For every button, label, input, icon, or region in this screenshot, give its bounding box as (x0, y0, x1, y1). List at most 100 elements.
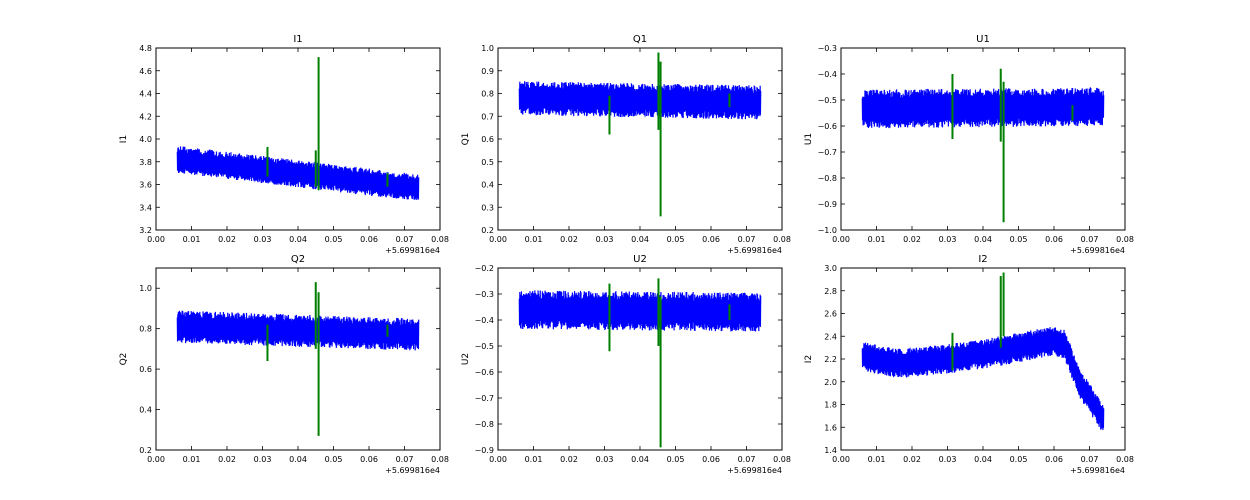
y-tick-label: −0.8 (475, 420, 494, 429)
y-tick-label: 2.6 (824, 310, 837, 319)
y-tick-label: −0.8 (818, 174, 837, 183)
x-offset-label: +5.699816e4 (1070, 246, 1125, 255)
y-tick-label: 0.4 (139, 406, 152, 415)
x-tick-label: 0.08 (773, 235, 791, 244)
x-tick-label: 0.07 (396, 455, 414, 464)
x-tick-label: 0.03 (254, 235, 272, 244)
x-tick-label: 0.02 (903, 235, 921, 244)
y-tick-label: 0.9 (481, 67, 494, 76)
y-axis-label: I2 (804, 355, 814, 363)
x-tick-label: 0.01 (183, 455, 201, 464)
x-tick-label: 0.07 (738, 455, 756, 464)
subplot-title: U2 (633, 254, 647, 265)
y-tick-label: 0.2 (139, 446, 152, 455)
y-tick-label: 3.4 (139, 203, 152, 212)
y-tick-label: 0.6 (481, 135, 494, 144)
subplot-I1: 0.00 0.01 0.02 0.03 0.04 0.05 0.06 0.07 0.08 3.2 3… (119, 34, 449, 255)
x-offset-label: +5.699816e4 (385, 466, 440, 475)
y-tick-label: 0.5 (481, 158, 494, 167)
x-tick-label: 0.06 (702, 235, 720, 244)
x-offset-label: +5.699816e4 (727, 246, 782, 255)
x-tick-label: 0.01 (868, 455, 886, 464)
axes-frame (155, 267, 441, 451)
subplot-Q2: 0.00 0.01 0.02 0.03 0.04 0.05 0.06 0.07 0.08 0.2 0… (119, 254, 449, 475)
y-tick-label: 1.0 (481, 44, 494, 53)
y-tick-label: 3.6 (139, 181, 152, 190)
y-tick-label: 0.8 (481, 90, 494, 99)
x-tick-label: 0.01 (525, 235, 543, 244)
y-tick-label: −0.9 (475, 446, 494, 455)
y-tick-label: 2.0 (824, 378, 837, 387)
x-tick-label: 0.08 (431, 235, 449, 244)
subplot-U2: 0.00 0.01 0.02 0.03 0.04 0.05 0.06 0.07 0.08 −0.9… (461, 254, 791, 475)
y-tick-label: −0.4 (475, 316, 494, 325)
x-tick-label: 0.05 (1010, 235, 1028, 244)
y-tick-label: −0.7 (475, 394, 494, 403)
subplot-Q1: 0.00 0.01 0.02 0.03 0.04 0.05 0.06 0.07 0.08 0.2 0… (461, 34, 791, 255)
subplot-title: U1 (976, 34, 990, 45)
x-tick-label: 0.01 (525, 455, 543, 464)
x-tick-label: 0.06 (360, 455, 378, 464)
x-tick-label: 0.04 (289, 455, 307, 464)
series-line-0 (861, 87, 1105, 129)
series-line-0 (518, 290, 762, 332)
y-tick-label: 2.8 (824, 287, 837, 296)
x-tick-label: 0.01 (183, 235, 201, 244)
x-tick-label: 0.02 (218, 235, 236, 244)
y-tick-label: 0.3 (481, 203, 494, 212)
y-tick-label: 2.4 (824, 332, 837, 341)
y-tick-label: −0.5 (475, 342, 494, 351)
y-tick-label: 3.2 (139, 226, 152, 235)
x-tick-label: 0.04 (631, 235, 649, 244)
x-tick-label: 0.00 (147, 235, 165, 244)
y-tick-label: 0.7 (481, 112, 494, 121)
y-tick-label: 4.2 (139, 112, 152, 121)
y-axis-label: Q2 (119, 353, 129, 366)
x-tick-label: 0.02 (560, 455, 578, 464)
x-tick-label: 0.06 (360, 235, 378, 244)
x-tick-label: 0.04 (974, 455, 992, 464)
y-tick-label: −0.6 (818, 122, 837, 131)
x-tick-label: 0.03 (939, 455, 957, 464)
axes-frame (497, 47, 783, 231)
y-tick-label: 0.2 (481, 226, 494, 235)
x-tick-label: 0.03 (254, 455, 272, 464)
y-tick-label: 4.4 (139, 90, 152, 99)
subplot-title: I2 (978, 254, 987, 265)
x-tick-label: 0.08 (431, 455, 449, 464)
y-tick-label: −0.4 (818, 70, 837, 79)
axes-frame (155, 47, 441, 231)
x-tick-label: 0.03 (939, 235, 957, 244)
x-offset-label: +5.699816e4 (1070, 466, 1125, 475)
x-tick-label: 0.03 (596, 235, 614, 244)
y-tick-label: −0.7 (818, 148, 837, 157)
series-line-0 (861, 327, 1105, 430)
y-tick-label: 1.8 (824, 401, 837, 410)
x-tick-label: 0.08 (1116, 235, 1134, 244)
x-tick-label: 0.07 (1081, 235, 1099, 244)
y-tick-label: 3.0 (824, 264, 837, 273)
x-tick-label: 0.03 (596, 455, 614, 464)
x-tick-label: 0.08 (1116, 455, 1134, 464)
x-tick-label: 0.06 (702, 455, 720, 464)
x-tick-label: 0.05 (667, 455, 685, 464)
y-tick-label: 2.2 (824, 355, 837, 364)
subplot-title: Q2 (291, 254, 305, 265)
x-tick-label: 0.05 (325, 235, 343, 244)
x-tick-label: 0.00 (147, 455, 165, 464)
y-tick-label: −1.0 (818, 226, 837, 235)
y-tick-label: −0.2 (475, 264, 494, 273)
y-tick-label: 4.6 (139, 67, 152, 76)
subplot-title: Q1 (633, 34, 647, 45)
x-tick-label: 0.08 (773, 455, 791, 464)
y-tick-label: −0.5 (818, 96, 837, 105)
x-tick-label: 0.00 (489, 455, 507, 464)
y-tick-label: 1.4 (824, 446, 837, 455)
subplot-U1: 0.00 0.01 0.02 0.03 0.04 0.05 0.06 0.07 0.08 −1.0… (804, 34, 1134, 255)
x-tick-label: 0.04 (974, 235, 992, 244)
y-tick-label: 4.8 (139, 44, 152, 53)
x-tick-label: 0.07 (738, 235, 756, 244)
x-tick-label: 0.02 (218, 455, 236, 464)
y-tick-label: −0.3 (475, 290, 494, 299)
